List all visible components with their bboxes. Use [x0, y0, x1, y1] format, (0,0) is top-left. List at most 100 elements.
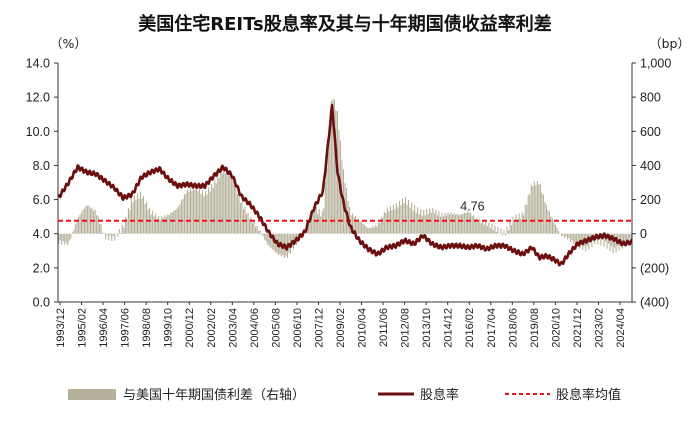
- spread-bar: [223, 166, 225, 234]
- spread-bar: [96, 215, 98, 234]
- right-axis-unit: （bp）: [649, 36, 690, 51]
- spread-bar: [627, 233, 629, 245]
- spread-bar: [355, 216, 357, 234]
- spread-bar: [512, 216, 514, 234]
- spread-bar: [199, 188, 201, 234]
- spread-bar: [606, 233, 608, 249]
- left-tick-label: 8.0: [33, 159, 50, 173]
- spread-bar: [441, 212, 443, 234]
- spread-bar: [486, 226, 488, 234]
- spread-bar: [503, 230, 505, 234]
- spread-bar: [191, 190, 193, 234]
- x-tick-label: 1997/06: [120, 308, 132, 348]
- spread-bar: [554, 224, 557, 234]
- spread-bar: [270, 233, 272, 248]
- spread-bar: [332, 99, 334, 234]
- spread-bar: [371, 226, 373, 234]
- spread-bar: [442, 216, 444, 234]
- spread-bar: [211, 183, 213, 234]
- spread-bar: [432, 207, 434, 234]
- spread-bar: [153, 216, 155, 234]
- spread-bar: [105, 233, 107, 240]
- spread-bar: [164, 215, 166, 234]
- spread-bar: [615, 233, 617, 253]
- spread-bar: [80, 212, 82, 234]
- spread-bar: [108, 233, 110, 241]
- right-tick-label: 800: [640, 91, 661, 105]
- spread-bar: [318, 208, 320, 234]
- spread-bar: [118, 228, 120, 234]
- spread-bar: [379, 222, 381, 234]
- spread-bar: [64, 233, 66, 245]
- spread-bar: [489, 228, 491, 234]
- spread-bar: [535, 185, 537, 234]
- x-tick-label: 2009/02: [335, 308, 347, 348]
- spread-bar: [530, 184, 532, 234]
- spread-bar: [408, 200, 410, 234]
- spread-bar: [235, 184, 237, 234]
- spread-bar: [536, 181, 538, 234]
- spread-bar: [255, 226, 257, 234]
- spread-bar: [103, 232, 105, 234]
- spread-bar: [65, 233, 67, 243]
- right-tick-label: (400): [640, 296, 669, 310]
- spread-bar: [205, 191, 207, 234]
- spread-bar: [574, 233, 576, 243]
- left-tick-label: 0.0: [33, 296, 50, 310]
- spread-bar: [247, 212, 249, 234]
- spread-bar: [414, 205, 416, 234]
- spread-bar: [398, 200, 401, 234]
- spread-bar: [630, 233, 632, 243]
- spread-bar: [67, 233, 69, 246]
- spread-bar: [523, 215, 525, 234]
- spread-bar: [473, 215, 475, 234]
- spread-bar: [77, 217, 79, 234]
- x-tick-label: 2002/02: [206, 308, 218, 348]
- spread-bar: [573, 233, 575, 245]
- spread-bar: [353, 217, 355, 234]
- spread-bar: [567, 233, 569, 240]
- x-tick-label: 2006/10: [292, 308, 304, 348]
- x-tick-label: 2020/10: [550, 308, 562, 348]
- left-tick-label: 6.0: [33, 193, 50, 207]
- spread-bar: [233, 185, 235, 234]
- spread-bar: [401, 198, 404, 234]
- spread-bar: [259, 230, 261, 234]
- spread-bar: [461, 214, 463, 234]
- spread-bar: [262, 233, 264, 236]
- spread-bar: [476, 217, 478, 234]
- x-axis-tick-labels: 1993/12 1995/02 1996/04 1997/06 1998/08 1999/…: [55, 308, 627, 348]
- spread-bar: [515, 214, 517, 234]
- spread-bar: [271, 233, 273, 250]
- spread-bar: [553, 222, 555, 234]
- spread-bar: [370, 228, 372, 234]
- spread-bar: [261, 233, 263, 236]
- spread-bar: [433, 213, 435, 234]
- spread-bar: [477, 221, 479, 234]
- spread-bar: [297, 233, 299, 239]
- spread-bar: [170, 212, 172, 234]
- spread-bar: [314, 211, 316, 234]
- spread-bar: [202, 190, 204, 234]
- spread-bar: [438, 211, 440, 234]
- spread-bar: [76, 220, 78, 234]
- spread-bar: [459, 214, 461, 234]
- spread-bar: [501, 233, 504, 236]
- spread-bar: [577, 233, 579, 244]
- spread-bar: [405, 197, 407, 234]
- spread-bar: [521, 212, 523, 234]
- spread-bar: [612, 233, 614, 254]
- spread-bar: [471, 216, 473, 234]
- spread-bar: [195, 186, 198, 234]
- spread-bar: [609, 233, 611, 251]
- spread-bar: [485, 220, 487, 234]
- spread-bar: [182, 198, 184, 234]
- spread-bar: [380, 217, 382, 234]
- spread-bar: [85, 205, 87, 234]
- x-tick-label: 2016/02: [464, 308, 476, 348]
- left-axis-unit: （%）: [50, 36, 87, 51]
- spread-bar: [144, 204, 146, 234]
- spread-bar: [504, 233, 507, 236]
- spread-bar: [61, 233, 63, 245]
